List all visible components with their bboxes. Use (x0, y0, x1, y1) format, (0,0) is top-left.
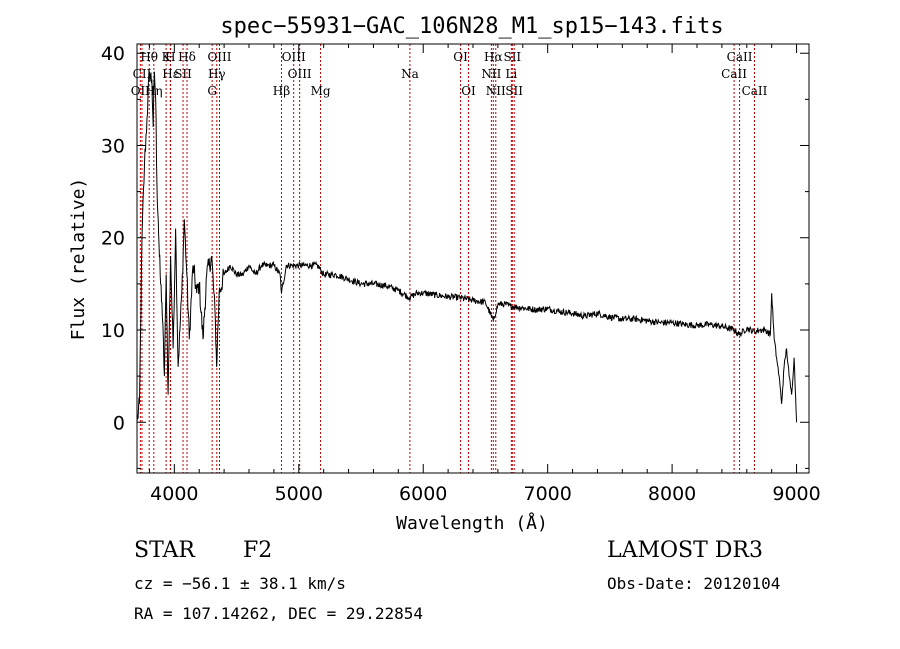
line-markers (139, 44, 755, 473)
line-label: CaII (727, 50, 753, 64)
x-tick-label: 9000 (772, 483, 820, 505)
plot-frame (136, 43, 810, 474)
y-tick-label: 40 (101, 43, 125, 65)
spectrum-chart: spec−55931−GAC_106N28_M1_sp15−143.fits O… (68, 14, 821, 534)
line-label: OIII (282, 50, 306, 64)
line-label: NII (486, 84, 506, 98)
line-label: G (207, 84, 217, 98)
survey-name: LAMOST DR3 (607, 538, 763, 563)
line-label: OII (131, 84, 151, 98)
line-label: OIII (207, 50, 231, 64)
line-label: SII (505, 84, 523, 98)
series-line-flux (136, 71, 798, 423)
y-tick-label: 30 (101, 135, 125, 157)
x-tick-label: 6000 (399, 483, 447, 505)
y-axis-label: Flux (relative) (68, 178, 89, 341)
line-label: Mg (311, 84, 331, 98)
line-label: Hβ (273, 84, 290, 98)
line-label: Na (401, 67, 419, 81)
line-label: K (162, 50, 172, 64)
line-label: Hε (162, 67, 179, 81)
line-label: Hθ (140, 50, 158, 64)
y-axis: 0 10 20 30 40 (101, 43, 809, 469)
line-label: OI (453, 50, 468, 64)
line-label: Hα (484, 50, 503, 64)
x-tick-label: 4000 (150, 483, 198, 505)
x-tick-label: 8000 (648, 483, 696, 505)
x-tick-label: 5000 (275, 483, 323, 505)
line-label: CaII (721, 67, 747, 81)
x-tick-label: 7000 (523, 483, 571, 505)
line-label: CaII (742, 84, 768, 98)
line-label: NII (481, 67, 501, 81)
chart-title: spec−55931−GAC_106N28_M1_sp15−143.fits (220, 14, 723, 39)
line-label: SII (503, 50, 521, 64)
line-label: H (165, 50, 175, 64)
line-label: Hγ (208, 67, 226, 81)
ra-dec-coordinates: RA = 107.14262, DEC = 29.22854 (134, 604, 423, 623)
x-axis: 4000 5000 6000 7000 8000 9000 (148, 44, 821, 505)
x-axis-label: Wavelength (Å) (396, 512, 548, 534)
y-tick-label: 0 (113, 412, 125, 434)
object-class: STAR (134, 538, 195, 563)
line-label: OIII (288, 67, 312, 81)
line-label: Li (505, 67, 517, 81)
line-label: Hδ (178, 50, 196, 64)
line-label: SII (174, 67, 192, 81)
y-tick-label: 20 (101, 228, 125, 250)
redshift-velocity: cz = −56.1 ± 38.1 km/s (134, 574, 346, 593)
object-subclass: F2 (243, 538, 273, 563)
observation-date: Obs-Date: 20120104 (607, 574, 781, 593)
line-label: OI (461, 84, 476, 98)
y-tick-label: 10 (101, 320, 125, 342)
